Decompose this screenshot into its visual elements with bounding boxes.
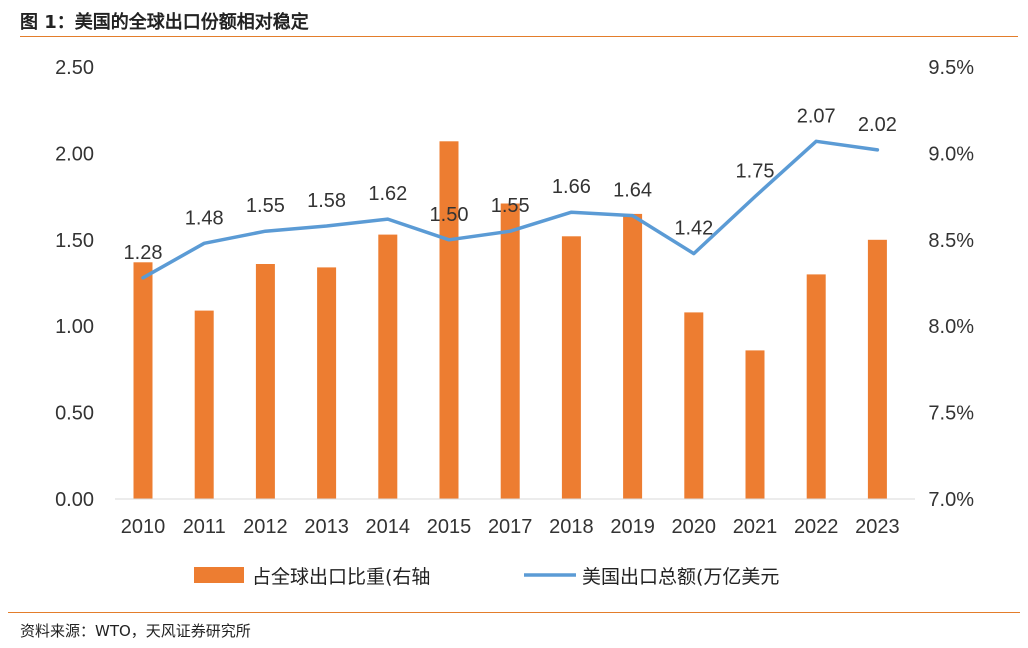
line-data-label: 2.07 <box>797 105 836 127</box>
right-tick-label: 9.0% <box>928 143 974 165</box>
bar-2011 <box>194 310 214 499</box>
line-data-label: 1.62 <box>368 183 407 205</box>
left-tick-label: 1.00 <box>55 316 94 338</box>
bar-2013 <box>317 267 337 499</box>
left-tick-label: 0.50 <box>55 403 94 425</box>
left-tick-label: 0.00 <box>55 489 94 511</box>
bar-2012 <box>255 264 275 499</box>
left-axis-ticks: 0.00 0.50 1.00 1.50 2.00 2.50 <box>55 57 94 511</box>
figure-title: 图 1：美国的全球出口份额相对稳定 <box>20 12 309 33</box>
line-data-label: 1.64 <box>613 180 652 202</box>
x-tick-label: 2012 <box>243 516 288 538</box>
x-tick-label: 2010 <box>121 516 166 538</box>
x-tick-label: 2022 <box>794 516 839 538</box>
line-data-label: 1.42 <box>674 218 713 240</box>
x-tick-label: 2015 <box>427 516 472 538</box>
x-tick-label: 2019 <box>610 516 655 538</box>
x-tick-label: 2021 <box>733 516 778 538</box>
x-tick-label: 2023 <box>855 516 900 538</box>
legend-line-label: 美国出口总额(万亿美元 <box>582 566 779 588</box>
bar-2017 <box>500 203 520 499</box>
line-data-label: 1.66 <box>552 176 591 198</box>
x-tick-label: 2020 <box>672 516 717 538</box>
title-divider <box>20 36 1018 37</box>
source-note: 资料来源：WTO，天风证券研究所 <box>20 622 251 640</box>
line-data-label: 1.55 <box>246 195 285 217</box>
legend: 占全球出口比重(右轴 美国出口总额(万亿美元 <box>194 566 779 588</box>
legend-bar-label: 占全球出口比重(右轴 <box>252 566 430 588</box>
right-tick-label: 8.0% <box>928 316 974 338</box>
right-tick-label: 9.5% <box>928 57 974 79</box>
line-data-label: 1.55 <box>491 195 530 217</box>
bar-2014 <box>378 234 398 499</box>
bar-2018 <box>561 236 581 500</box>
legend-bar-swatch <box>194 567 244 583</box>
right-tick-label: 7.5% <box>928 403 974 425</box>
bar-series <box>133 141 887 500</box>
line-series <box>141 139 880 280</box>
right-tick-label: 7.0% <box>928 489 974 511</box>
left-tick-label: 1.50 <box>55 230 94 252</box>
line-data-label: 1.48 <box>185 207 224 229</box>
x-tick-label: 2011 <box>183 516 226 538</box>
line-data-label: 1.28 <box>124 242 163 264</box>
x-tick-label: 2013 <box>304 516 349 538</box>
line-data-label: 1.75 <box>736 161 775 183</box>
line-data-labels: 1.28 1.48 1.55 1.58 1.62 1.50 1.55 1.66 1.64 1.42… <box>124 105 897 263</box>
right-axis-ticks: 7.0% 7.5% 8.0% 8.5% 9.0% 9.5% <box>928 57 974 511</box>
x-tick-label: 2017 <box>488 516 533 538</box>
footer-divider <box>8 612 1020 613</box>
x-tick-label: 2018 <box>549 516 594 538</box>
left-tick-label: 2.50 <box>55 57 94 79</box>
bar-2010 <box>133 262 153 499</box>
bar-2022 <box>806 274 826 499</box>
x-axis-ticks: 2010 2011 2012 2013 2014 2015 2017 2018 2019 2020… <box>121 516 900 538</box>
bar-2019 <box>623 213 643 499</box>
bar-2021 <box>745 350 765 499</box>
right-tick-label: 8.5% <box>928 230 974 252</box>
bar-2015 <box>439 141 459 500</box>
x-tick-label: 2014 <box>366 516 411 538</box>
line-data-label: 1.50 <box>430 204 469 226</box>
line-data-label: 2.02 <box>858 114 897 136</box>
left-tick-label: 2.00 <box>55 143 94 165</box>
bar-2020 <box>684 312 704 499</box>
line-data-label: 1.58 <box>307 190 346 212</box>
bar-2023 <box>867 239 887 500</box>
